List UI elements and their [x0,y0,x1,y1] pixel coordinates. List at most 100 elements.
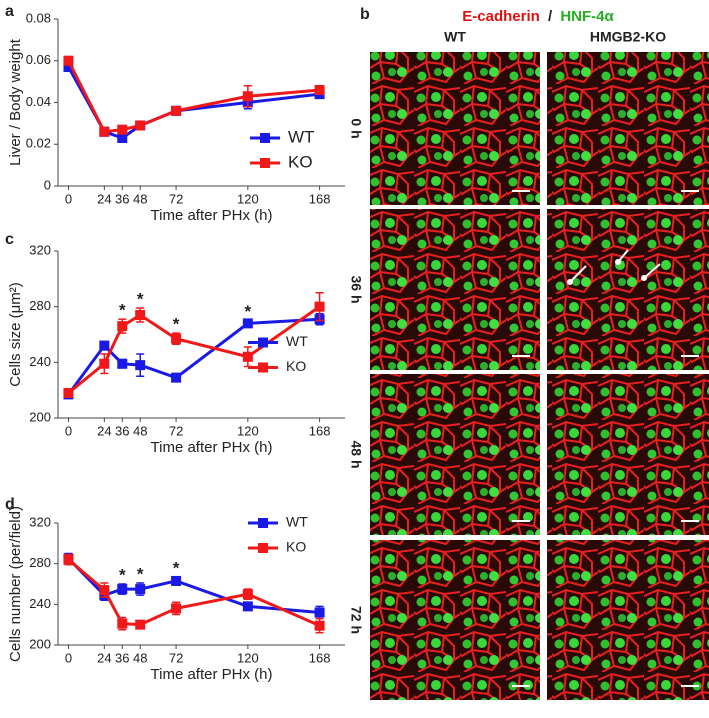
y-axis-title: Liver / Body weight [7,38,24,166]
x-tick-label: 0 [65,191,72,206]
x-tick-label: 24 [97,423,111,438]
panel-title: E-cadherin / HNF-4α [462,8,614,25]
y-tick-label: 0 [44,177,51,192]
marker [171,105,182,116]
significance-mark: * [137,564,144,583]
x-axis-title: Time after PHx (h) [151,666,273,683]
x-tick-label: 24 [97,191,111,206]
micrograph [370,540,540,700]
legend-marker [258,362,268,373]
marker [314,620,325,631]
y-axis-title: Cells number (per/field) [7,506,24,662]
marker [314,84,325,95]
marker [171,575,182,586]
marker [117,584,128,595]
x-tick-label: 36 [115,423,129,438]
marker [171,372,182,383]
marker [99,126,110,137]
marker [314,607,325,618]
micrograph [547,374,709,535]
legend-marker [260,158,270,168]
marker [135,310,146,321]
row-label: 72 h [348,606,364,634]
arrow-head [615,259,621,265]
x-tick-label: 72 [169,423,183,438]
marker [242,601,253,612]
marker [242,91,253,102]
title-part: E-cadherin [462,8,540,25]
marker [99,340,110,351]
marker [171,333,182,344]
x-axis-title: Time after PHx (h) [151,207,273,224]
y-tick-label: 280 [29,555,51,570]
column-label: WT [444,29,466,45]
x-tick-label: 168 [309,191,331,206]
y-tick-label: 0.08 [26,10,51,25]
marker [117,132,128,143]
significance-mark: * [119,301,126,320]
panel-label: a [5,3,14,20]
micrograph [370,374,540,535]
legend-label: WT [288,127,314,146]
x-tick-label: 36 [115,650,129,665]
marker [314,301,325,312]
legend-label: KO [288,152,313,171]
micrograph [547,209,709,370]
micrograph [547,540,709,700]
marker [63,55,74,66]
significance-mark: * [173,315,180,334]
y-axis-title: Cells size (μm²) [7,282,24,386]
y-tick-label: 200 [29,636,51,651]
marker [135,584,146,595]
significance-mark: * [173,558,180,577]
micrograph [370,209,540,370]
x-tick-label: 0 [65,423,72,438]
arrow-head [641,275,647,281]
marker [117,358,128,369]
y-tick-label: 0.06 [26,52,51,67]
arrow-head [567,279,573,285]
x-tick-label: 120 [237,191,259,206]
marker [117,618,128,629]
arrow [643,263,661,279]
x-tick-label: 36 [115,191,129,206]
marker [135,619,146,630]
x-axis-title: Time after PHx (h) [151,439,273,456]
x-tick-label: 168 [309,650,331,665]
x-tick-label: 48 [133,650,147,665]
marker [63,62,74,73]
legend-marker [260,133,270,143]
x-tick-label: 72 [169,191,183,206]
legend-marker [258,543,268,553]
y-tick-label: 240 [29,596,51,611]
title-part: / [548,8,553,25]
x-tick-label: 48 [133,191,147,206]
row-label: 36 h [348,275,364,303]
panel-label: d [5,496,15,513]
y-tick-label: 0.02 [26,136,51,151]
y-tick-label: 320 [29,242,51,257]
marker [242,318,253,329]
legend-marker [258,337,268,348]
x-tick-label: 168 [309,423,331,438]
panel-label: b [360,6,370,23]
marker [171,603,182,614]
x-tick-label: 120 [237,423,259,438]
y-tick-label: 320 [29,514,51,529]
significance-mark: * [137,290,144,309]
x-tick-label: 24 [97,650,111,665]
micrograph [370,52,540,205]
marker [117,124,128,135]
arrow [569,265,587,283]
marker [99,358,110,369]
marker [242,589,253,600]
row-label: 48 h [348,440,364,468]
marker [63,387,74,398]
marker [135,120,146,131]
legend-label: WT [286,333,308,349]
legend-label: KO [286,358,306,374]
panel-label: c [5,231,14,248]
marker [242,351,253,362]
series-line [67,60,320,134]
